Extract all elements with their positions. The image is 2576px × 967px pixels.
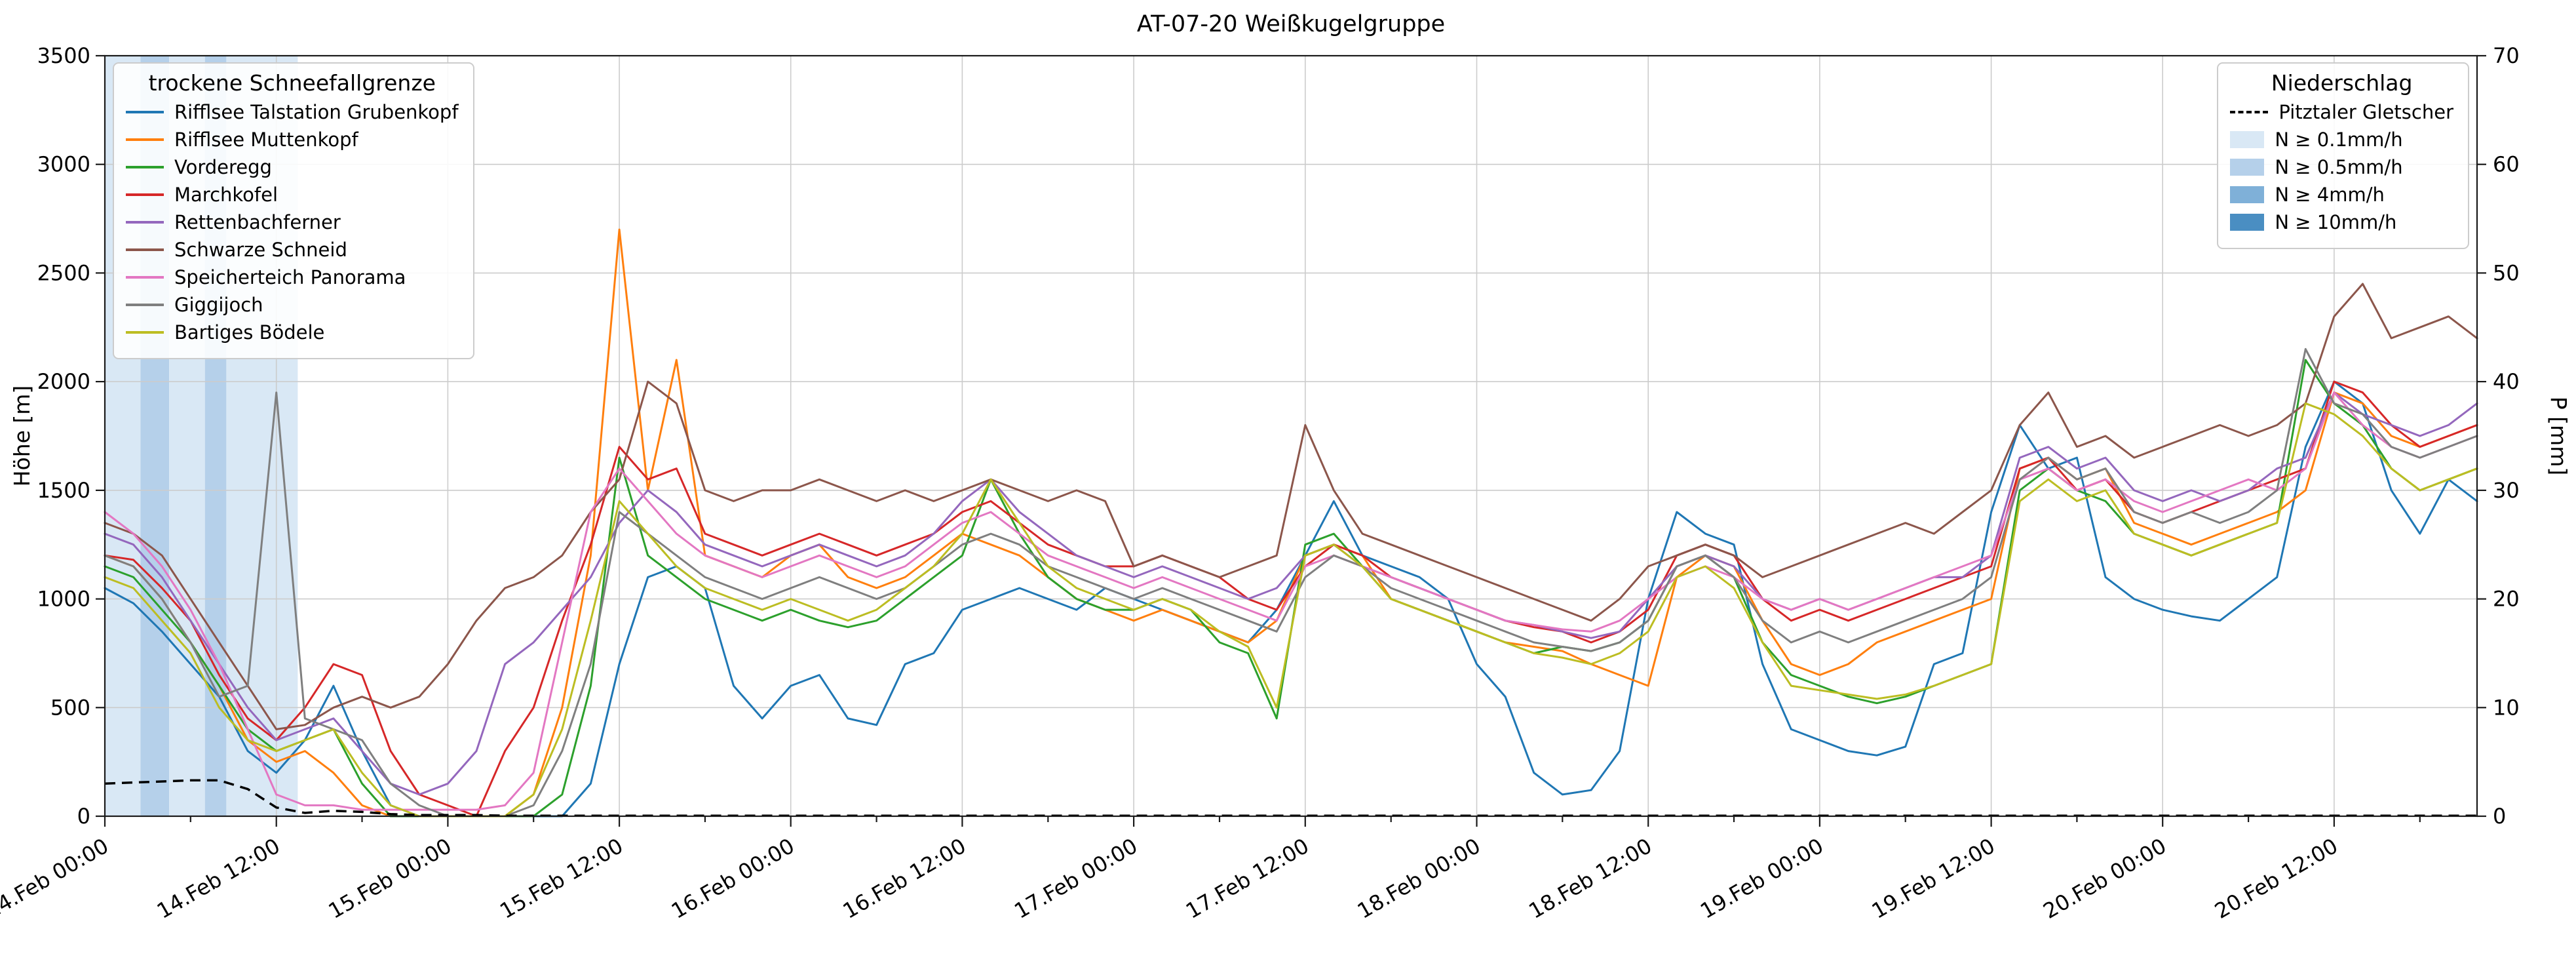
y-left-tick-label: 3000 <box>37 152 90 177</box>
series-line-bartiges-b-dele <box>104 402 2478 818</box>
legend-item-rifflsee-muttenkopf: Rifflsee Muttenkopf <box>126 128 459 151</box>
legend-line-sample-icon <box>126 166 164 168</box>
y-right-tick-label: 70 <box>2493 43 2520 68</box>
legend-patch-sample-icon <box>2230 131 2265 148</box>
legend-item-label: Marchkofel <box>174 184 279 206</box>
legend-precip: Niederschlag Pitztaler Gletscher N ≥ 0.1… <box>2217 62 2469 249</box>
y-left-tick-label: 2000 <box>37 369 90 394</box>
y-left-tick-label: 0 <box>77 804 90 829</box>
legend-item-n-0-5mm-h: N ≥ 0.5mm/h <box>2230 156 2453 178</box>
legend-line-sample-icon <box>126 304 164 306</box>
x-tick-label: 18.Feb 00:00 <box>1353 833 1485 924</box>
legend-precip-patch-items: N ≥ 0.1mm/h N ≥ 0.5mm/h N ≥ 4mm/h N ≥ 10mm/… <box>2230 128 2453 233</box>
y-right-tick-label: 50 <box>2493 260 2520 285</box>
x-tick-label: 19.Feb 12:00 <box>1868 833 1999 924</box>
series-line-schwarze-schneid <box>104 283 2478 730</box>
y-right-tick-label: 40 <box>2493 369 2520 394</box>
legend-item-marchkofel: Marchkofel <box>126 184 459 206</box>
x-tick-label: 16.Feb 12:00 <box>839 833 971 924</box>
legend-snowline-title: trockene Schneefallgrenze <box>148 70 436 96</box>
x-tick-label: 20.Feb 12:00 <box>2210 833 2342 924</box>
plot-border <box>104 54 2478 818</box>
x-tick-label: 19.Feb 00:00 <box>1696 833 1828 924</box>
legend-line-sample-icon <box>126 331 164 334</box>
legend-line-sample-icon <box>126 193 164 196</box>
x-tick-label: 14.Feb 12:00 <box>153 833 284 924</box>
x-tick-label: 14.Feb 00:00 <box>0 833 113 924</box>
chart-title: AT-07-20 Weißkugelgruppe <box>1137 11 1445 37</box>
legend-item-label: Rifflsee Talstation Grubenkopf <box>174 101 459 123</box>
legend-patch-sample-icon <box>2230 214 2265 231</box>
y-left-tick-label: 1000 <box>37 587 90 612</box>
x-tick-label: 15.Feb 12:00 <box>495 833 627 924</box>
x-tick-label: 17.Feb 12:00 <box>1182 833 1313 924</box>
legend-patch-sample-icon <box>2230 186 2265 203</box>
legend-line-sample-icon <box>126 248 164 251</box>
y-left-tick-label: 1500 <box>37 478 90 503</box>
y-right-tick-label: 10 <box>2493 695 2520 720</box>
legend-item-label: Rettenbachferner <box>174 211 341 233</box>
legend-item-label: Vorderegg <box>174 156 272 178</box>
y-right-tick-label: 20 <box>2493 587 2520 612</box>
legend-line-sample-icon <box>126 221 164 224</box>
x-tick-label: 17.Feb 00:00 <box>1010 833 1142 924</box>
legend-line-sample-icon <box>126 138 164 141</box>
legend-item-label: Schwarze Schneid <box>174 239 347 261</box>
legend-item-label: Giggijoch <box>174 294 263 316</box>
legend-item-speicherteich-panorama: Speicherteich Panorama <box>126 266 459 288</box>
x-tick-label: 20.Feb 00:00 <box>2039 833 2170 924</box>
legend-snowline-items: Rifflsee Talstation Grubenkopf Rifflsee M… <box>126 101 459 344</box>
legend-item-rettenbachferner: Rettenbachferner <box>126 211 459 233</box>
legend-item-bartiges-b-dele: Bartiges Bödele <box>126 321 459 344</box>
legend-item-label: N ≥ 0.1mm/h <box>2275 128 2403 151</box>
legend-line-sample-icon <box>126 276 164 279</box>
legend-item-n-4mm-h: N ≥ 4mm/h <box>2230 184 2453 206</box>
legend-line-sample-icon <box>126 111 164 113</box>
legend-item-n-0-1mm-h: N ≥ 0.1mm/h <box>2230 128 2453 151</box>
legend-item-schwarze-schneid: Schwarze Schneid <box>126 239 459 261</box>
legend-item-label: Rifflsee Muttenkopf <box>174 128 358 151</box>
legend-item-n-10mm-h: N ≥ 10mm/h <box>2230 211 2453 233</box>
y-right-tick-label: 0 <box>2493 804 2506 829</box>
legend-item-label: Pitztaler Gletscher <box>2278 101 2453 123</box>
series-line-rettenbachferner <box>104 391 2478 796</box>
legend-item-label: N ≥ 4mm/h <box>2275 184 2385 206</box>
legend-patch-sample-icon <box>2230 159 2265 176</box>
y-left-tick-label: 2500 <box>37 260 90 285</box>
x-tick-label: 18.Feb 12:00 <box>1524 833 1656 924</box>
y-right-axis-label: P [mm] <box>2546 397 2571 475</box>
x-tick-label: 15.Feb 00:00 <box>324 833 456 924</box>
legend-item-label: Bartiges Bödele <box>174 321 325 344</box>
legend-item-rifflsee-talstation-grubenkopf: Rifflsee Talstation Grubenkopf <box>126 101 459 123</box>
y-right-tick-label: 60 <box>2493 152 2520 177</box>
y-right-tick-label: 30 <box>2493 478 2520 503</box>
y-left-axis-label: Höhe [m] <box>9 385 35 487</box>
legend-item-label: Speicherteich Panorama <box>174 266 406 288</box>
legend-item-label: N ≥ 10mm/h <box>2275 211 2397 233</box>
legend-item-giggijoch: Giggijoch <box>126 294 459 316</box>
legend-item-pitztaler-gletscher: Pitztaler Gletscher <box>2230 101 2453 123</box>
legend-item-label: N ≥ 0.5mm/h <box>2275 156 2403 178</box>
dashed-line-sample-icon <box>2230 111 2269 113</box>
y-left-tick-label: 3500 <box>37 43 90 68</box>
legend-precip-title: Niederschlag <box>2271 70 2413 96</box>
legend-item-vorderegg: Vorderegg <box>126 156 459 178</box>
series-line-speicherteich-panorama <box>104 391 2478 811</box>
legend-snowline: trockene Schneefallgrenze Rifflsee Talst… <box>113 62 474 359</box>
x-tick-label: 16.Feb 00:00 <box>667 833 799 924</box>
y-left-tick-label: 500 <box>50 695 90 720</box>
